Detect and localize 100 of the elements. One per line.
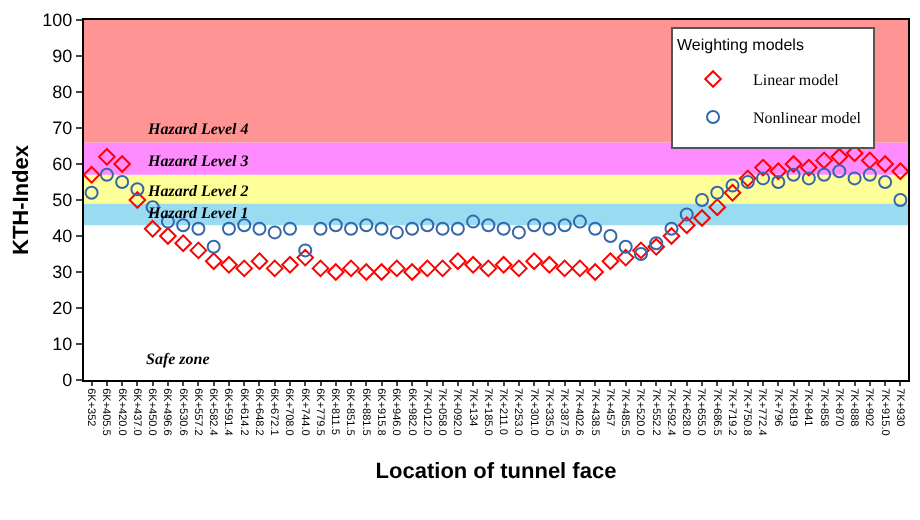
point xyxy=(235,259,254,278)
point xyxy=(603,229,618,243)
point xyxy=(769,162,788,180)
y-tick-label: 50 xyxy=(52,190,73,211)
point xyxy=(435,221,450,236)
y-tick-label: 20 xyxy=(52,298,73,319)
point xyxy=(298,243,313,258)
y-tick-label: 60 xyxy=(52,154,73,175)
point xyxy=(586,263,604,281)
point xyxy=(540,256,559,274)
point xyxy=(403,263,421,281)
point xyxy=(555,259,574,278)
point xyxy=(784,155,803,173)
point xyxy=(693,209,711,227)
point xyxy=(662,227,681,245)
point xyxy=(374,221,389,236)
point xyxy=(496,221,511,236)
point xyxy=(494,256,513,274)
y-tick-label: 90 xyxy=(52,46,73,67)
point xyxy=(664,221,679,236)
point xyxy=(466,214,481,229)
point xyxy=(359,218,374,233)
point xyxy=(738,169,757,188)
point xyxy=(206,239,221,254)
point xyxy=(221,221,236,236)
band-label: Hazard Level 3 xyxy=(146,152,249,170)
point xyxy=(191,221,206,236)
point xyxy=(84,185,99,200)
point xyxy=(283,221,297,236)
point xyxy=(113,155,131,173)
point xyxy=(801,171,816,186)
band-label: Hazard Level 4 xyxy=(146,120,249,138)
legend-label: Linear model xyxy=(753,71,841,90)
point xyxy=(265,259,284,278)
y-tick-label: 30 xyxy=(52,262,73,283)
y-tick-label: 0 xyxy=(62,370,73,391)
y-tick-label: 10 xyxy=(52,334,73,355)
point xyxy=(695,193,709,207)
point xyxy=(861,151,879,170)
point xyxy=(98,148,116,166)
point xyxy=(420,218,435,233)
point xyxy=(128,191,147,209)
point xyxy=(326,263,345,281)
point xyxy=(418,259,437,278)
band-label: Hazard Level 2 xyxy=(146,182,249,200)
point xyxy=(372,263,391,281)
point xyxy=(313,221,328,236)
point xyxy=(296,248,315,267)
point xyxy=(143,220,162,238)
point xyxy=(357,263,376,281)
point xyxy=(771,175,786,189)
point xyxy=(433,259,452,278)
point xyxy=(830,148,849,166)
point xyxy=(616,248,635,267)
point xyxy=(250,252,269,270)
point xyxy=(588,221,603,236)
point xyxy=(481,218,496,233)
point xyxy=(817,167,832,182)
point xyxy=(725,178,740,193)
point xyxy=(618,239,633,254)
point xyxy=(815,151,833,170)
point xyxy=(176,218,191,233)
y-tick-label: 70 xyxy=(52,118,73,139)
point xyxy=(708,198,727,216)
point xyxy=(891,162,908,180)
point xyxy=(862,167,877,182)
point xyxy=(511,225,526,240)
point xyxy=(344,221,359,236)
point xyxy=(786,167,801,182)
point xyxy=(267,225,282,240)
point xyxy=(740,175,755,189)
band-label: Hazard Level 1 xyxy=(146,204,249,222)
point xyxy=(723,184,742,202)
y-axis-title: KTH-Index xyxy=(9,143,34,255)
point xyxy=(130,182,145,197)
y-tick-label: 80 xyxy=(52,82,73,103)
point xyxy=(174,234,192,252)
point xyxy=(204,252,223,270)
point xyxy=(449,252,467,270)
point xyxy=(527,218,542,233)
point xyxy=(328,218,343,233)
legend-title: Weighting models xyxy=(677,36,804,54)
point xyxy=(220,256,238,274)
point xyxy=(847,171,862,186)
point xyxy=(510,259,528,278)
point xyxy=(479,259,498,278)
point xyxy=(679,207,694,222)
point xyxy=(99,167,114,182)
legend-label: Nonlinear model xyxy=(753,109,863,128)
point xyxy=(252,221,267,236)
point xyxy=(710,185,725,200)
point xyxy=(754,158,772,177)
point xyxy=(342,259,360,278)
point xyxy=(405,221,420,236)
point xyxy=(525,252,543,270)
point xyxy=(464,256,482,274)
point xyxy=(189,241,208,260)
y-tick-label: 40 xyxy=(52,226,73,247)
point xyxy=(311,259,330,278)
point xyxy=(557,218,572,233)
